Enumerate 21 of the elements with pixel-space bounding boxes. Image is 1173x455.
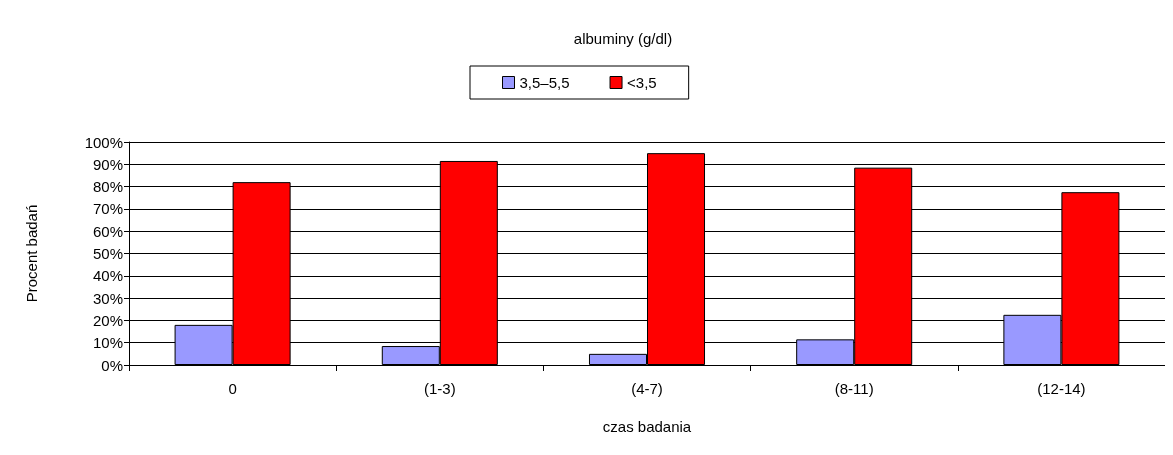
y-tick-label: 100%	[84, 133, 123, 151]
y-tick-label: 20%	[92, 311, 123, 329]
x-tick-label: (12-14)	[1037, 380, 1086, 397]
legend-label: <3,5	[627, 74, 657, 91]
x-tick-label: (4-7)	[631, 380, 663, 397]
x-axis-title: czas badania	[602, 418, 692, 435]
chart-title: albuminy (g/dl)	[573, 30, 673, 47]
y-tick-label: 0%	[101, 356, 123, 374]
y-tick-label: 70%	[92, 200, 123, 218]
legend-label: 3,5–5,5	[519, 74, 570, 91]
y-tick-label: 90%	[92, 155, 123, 173]
y-axis-title: Procent badań	[23, 204, 40, 303]
y-tick-label: 60%	[92, 222, 123, 240]
y-tick-label: 30%	[92, 289, 123, 307]
y-tick-label: 80%	[92, 178, 123, 196]
y-tick-label: 50%	[92, 245, 123, 262]
x-tick-label: (8-11)	[834, 380, 874, 397]
x-tick-label: (1-3)	[423, 380, 456, 397]
x-tick-label: 0	[228, 380, 237, 397]
y-tick-label: 40%	[92, 267, 123, 285]
y-tick-label: 10%	[92, 334, 123, 352]
